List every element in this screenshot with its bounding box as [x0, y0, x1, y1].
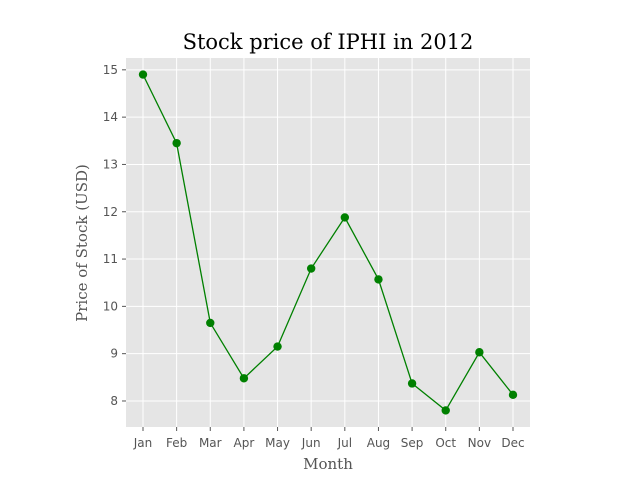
x-tick-label: May — [265, 436, 290, 450]
data-point — [138, 70, 148, 79]
y-tick-label: 8 — [110, 394, 118, 408]
x-tick-label: Feb — [166, 436, 187, 450]
data-point — [441, 406, 450, 415]
y-tick-label: 11 — [103, 252, 118, 266]
x-tick-label: Jun — [301, 436, 321, 450]
y-tick-label: 15 — [103, 63, 118, 77]
x-tick-label: Dec — [501, 436, 524, 450]
y-axis-label: Price of Stock (USD) — [73, 164, 91, 322]
y-tick-label: 12 — [103, 205, 118, 219]
y-tick-label: 10 — [103, 299, 118, 313]
axis-ticks: 8 9 10 11 12 13 14 15 Jan Feb Mar Apr May Jun Jul Aug Se… — [103, 63, 525, 450]
data-point — [306, 264, 316, 273]
series-line — [142, 74, 514, 412]
series-line-group — [138, 70, 518, 415]
x-tick-label: Sep — [401, 436, 424, 450]
y-tick-label: 14 — [103, 110, 118, 124]
data-point — [407, 379, 417, 388]
x-tick-label: Nov — [468, 436, 491, 450]
data-point — [508, 390, 518, 400]
x-tick-label: Mar — [199, 436, 222, 450]
x-tick-label: Apr — [234, 436, 255, 450]
chart-title: Stock price of IPHI in 2012 — [183, 30, 474, 54]
data-point — [239, 374, 249, 383]
data-point — [374, 275, 383, 284]
data-point — [475, 348, 484, 357]
data-point — [206, 318, 215, 328]
data-point — [273, 342, 282, 351]
x-tick-label: Jul — [337, 436, 352, 450]
grid-lines — [126, 58, 530, 427]
x-axis-label: Month — [303, 455, 353, 473]
x-tick-label: Oct — [435, 436, 456, 450]
x-tick-label: Jan — [133, 436, 153, 450]
x-tick-label: Aug — [367, 436, 390, 450]
y-tick-label: 9 — [110, 347, 118, 361]
data-point — [340, 213, 350, 222]
data-point — [172, 138, 181, 148]
y-tick-label: 13 — [103, 157, 118, 171]
